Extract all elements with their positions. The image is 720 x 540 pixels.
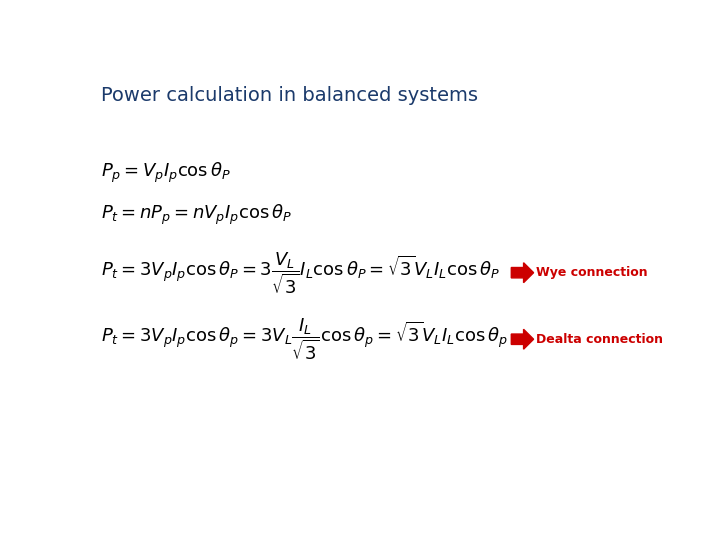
- Text: Power calculation in balanced systems: Power calculation in balanced systems: [101, 85, 478, 105]
- Polygon shape: [511, 263, 534, 282]
- Text: $P_p = V_p I_p \cos\theta_P$: $P_p = V_p I_p \cos\theta_P$: [101, 161, 231, 185]
- Text: $P_t = 3V_p I_p \cos\theta_p = 3V_L \dfrac{I_L}{\sqrt{3}} \cos\theta_p = \sqrt{3: $P_t = 3V_p I_p \cos\theta_p = 3V_L \dfr…: [101, 316, 508, 362]
- Text: Wye connection: Wye connection: [536, 266, 648, 279]
- Text: $P_t = 3V_p I_p \cos\theta_P = 3\dfrac{V_L}{\sqrt{3}} I_L \cos\theta_P = \sqrt{3: $P_t = 3V_p I_p \cos\theta_P = 3\dfrac{V…: [101, 250, 500, 295]
- Polygon shape: [511, 329, 534, 349]
- Text: Dealta connection: Dealta connection: [536, 333, 663, 346]
- Text: $P_t = nP_p = nV_p I_p \cos\theta_P$: $P_t = nP_p = nV_p I_p \cos\theta_P$: [101, 202, 292, 227]
